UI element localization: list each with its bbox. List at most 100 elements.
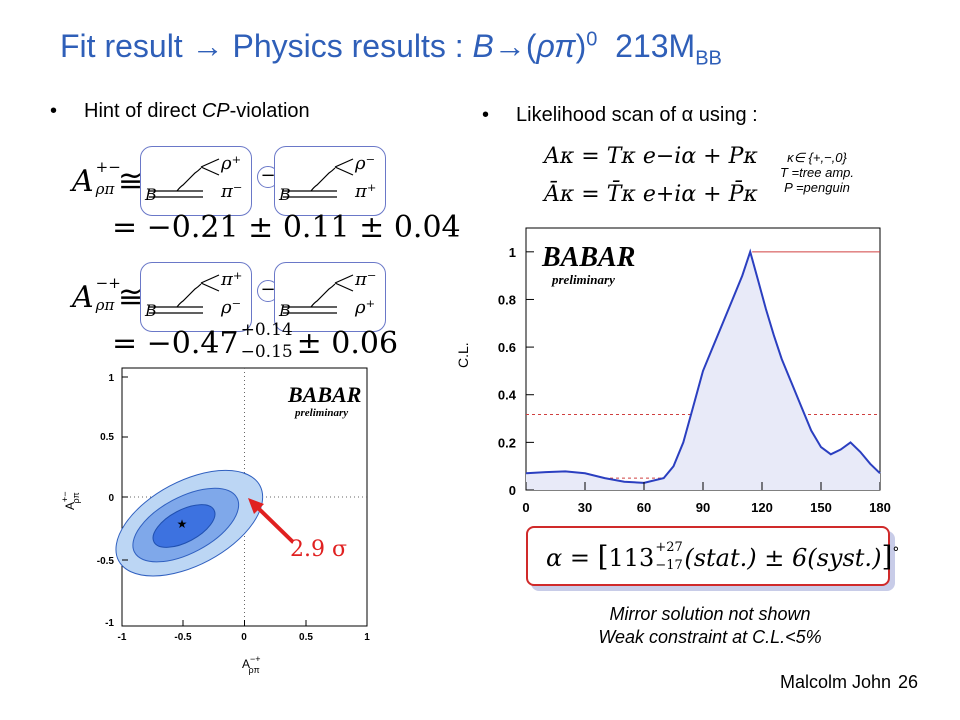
babar-logo-cl: BABAR: [541, 242, 635, 273]
cl-ylabel: C.L.: [455, 342, 471, 368]
note-penguin: P =penguin: [784, 180, 850, 195]
result-alpha: α =: [546, 544, 598, 572]
cl-xtick-2: 60: [637, 500, 651, 515]
title-paren-close: ): [575, 28, 587, 64]
contour-plot: ★ 1 0.5 0 -0.5 -1 -1 -0.5 0 0.5 1 A−+ ρπ …: [60, 367, 370, 675]
apm-value: = −0.21 ± 0.11 ± 0.04: [112, 210, 461, 245]
babar-logo-contour: BABAR: [287, 382, 361, 407]
amp-sup: −+: [95, 274, 121, 292]
diag4-bot: ρ⁺: [355, 297, 376, 318]
cl-scan-chart: 0 0.2 0.4 0.6 0.8 1 0 30 60 90 120 150 180 C.L. BAB…: [455, 227, 891, 515]
title-paren-open: (: [525, 28, 537, 64]
apm-approx: ≅: [118, 164, 144, 199]
right-bullet: • Likelihood scan of α using :: [482, 104, 758, 126]
title-b: B→: [472, 28, 526, 64]
slide-title: Fit result → Physics results : B→(ρπ)0 2…: [60, 28, 722, 70]
amp-symbol: A −+ ρπ: [72, 274, 121, 315]
amp-value: = −0.47 +0.14 −0.15 ± 0.06: [112, 320, 398, 362]
cl-xtick-4: 120: [751, 500, 773, 515]
cl-xtick-3: 90: [696, 500, 710, 515]
center-star: ★: [177, 517, 188, 531]
apm-sub: ρπ: [95, 180, 115, 198]
amplitude-eq-1: Aκ = Tκ e−iα + Pκ: [544, 144, 758, 169]
xtick-1: 1: [364, 632, 370, 643]
left-bullet-post: -violation: [229, 100, 310, 122]
title-sub: BB: [695, 47, 722, 70]
cl-ytick-0: 0: [509, 483, 516, 498]
contour-inner: [152, 504, 216, 548]
ytick-neg-0-5: -0.5: [97, 556, 115, 567]
caption-mirror: Mirror solution not shown: [609, 604, 811, 624]
result-err-down: −17: [655, 557, 683, 573]
right-bullet-text: Likelihood scan of α using :: [516, 104, 758, 126]
left-bullet-pre: Hint of direct: [84, 100, 202, 122]
diag1-b: B: [145, 185, 157, 204]
note-kappa: κ∈ {+,−,0}: [787, 150, 847, 165]
result-err-up: +27: [655, 539, 683, 555]
cl-xtick-5: 150: [810, 500, 832, 515]
result-deg: °: [892, 545, 900, 561]
amp-approx: ≅: [118, 280, 144, 315]
diag2-bot: π⁺: [355, 181, 377, 202]
diag3-bot: ρ⁻: [221, 297, 242, 318]
result-stat: (stat.) ± 6(syst.): [684, 544, 882, 572]
apm-a: A: [72, 164, 94, 199]
feynman-diagram-3: B π⁺ ρ⁻: [140, 262, 252, 332]
alpha-result-box: α = [113 +27 −17 (stat.) ± 6(syst.)]°: [526, 526, 899, 586]
preliminary-label-contour: preliminary: [294, 407, 348, 419]
page-number: 26: [898, 672, 919, 692]
xtick-neg-0-5: -0.5: [174, 632, 192, 643]
cl-xtick-1: 30: [578, 500, 592, 515]
sigma-arrow: [254, 504, 295, 544]
sigma-label: 2.9 σ: [290, 537, 347, 562]
feynman-diagram-2: B ρ⁻ π⁺: [274, 146, 386, 216]
feynman-lines-2: [283, 158, 354, 198]
diag2-top: ρ⁻: [355, 153, 376, 174]
amplitude-eq-2: Āκ = T̄κ e+iα + P̄κ: [544, 182, 758, 207]
amp-err-down: −0.15: [240, 342, 293, 362]
preliminary-label-cl: preliminary: [551, 272, 615, 287]
title-lumi: 213M: [615, 28, 696, 64]
alpha-result: α = [113 +27 −17 (stat.) ± 6(syst.)]°: [546, 539, 900, 574]
amp-sub: ρπ: [95, 296, 115, 314]
xtick-0-5: 0.5: [299, 632, 313, 643]
amp-central: = −0.47: [112, 326, 239, 361]
feynman-lines-3: [149, 274, 220, 314]
diag4-top: π⁻: [355, 269, 377, 290]
caption-weak: Weak constraint at C.L.<5%: [598, 627, 822, 647]
title-rhopi: ρπ: [536, 28, 576, 64]
cl-ytick-3: 0.6: [498, 340, 516, 355]
feynman-diagram-4: B π⁻ ρ⁺: [274, 262, 386, 332]
footer-author: Malcolm John: [780, 672, 892, 692]
amplitude-notes: κ∈ {+,−,0} T =tree amp. P =penguin: [752, 150, 882, 195]
result-value: 113: [608, 544, 655, 572]
diag3-b: B: [145, 301, 157, 320]
cl-ytick-1: 0.2: [498, 435, 516, 450]
title-main: Fit result → Physics results :: [60, 28, 473, 64]
ytick-1: 1: [108, 373, 114, 384]
diag4-b: B: [279, 301, 291, 320]
left-bullet-cp: CP: [201, 100, 230, 122]
feynman-lines-4: [283, 274, 354, 314]
cl-xtick-6: 180: [869, 500, 891, 515]
left-bullet: • Hint of direct CP-violation: [50, 100, 310, 122]
xtick-0: 0: [241, 632, 247, 643]
cl-ytick-5: 1: [509, 245, 516, 260]
cl-ytick-4: 0.8: [498, 292, 516, 307]
contour-ylabel: A+−ρπ: [60, 491, 81, 510]
amp-err-up: +0.14: [240, 320, 293, 340]
cl-curve-line: [525, 248, 881, 484]
xtick-neg-1: -1: [118, 632, 127, 643]
apm-symbol: A +− ρπ: [72, 158, 121, 199]
diag3-top: π⁺: [221, 269, 243, 290]
feynman-diagram-1: B ρ⁺ π⁻: [140, 146, 252, 216]
sigma-arrow-head: [248, 498, 264, 514]
diag1-bot: π⁻: [221, 181, 243, 202]
feynman-lines-1: [149, 158, 220, 198]
title-sup: 0: [586, 28, 598, 51]
apm-sup: +−: [95, 158, 121, 176]
cl-ytick-2: 0.4: [498, 388, 517, 403]
contour-xlabel: A−+ ρπ: [242, 654, 261, 675]
note-tree: T =tree amp.: [779, 165, 855, 180]
cl-xtick-0: 0: [522, 500, 529, 515]
